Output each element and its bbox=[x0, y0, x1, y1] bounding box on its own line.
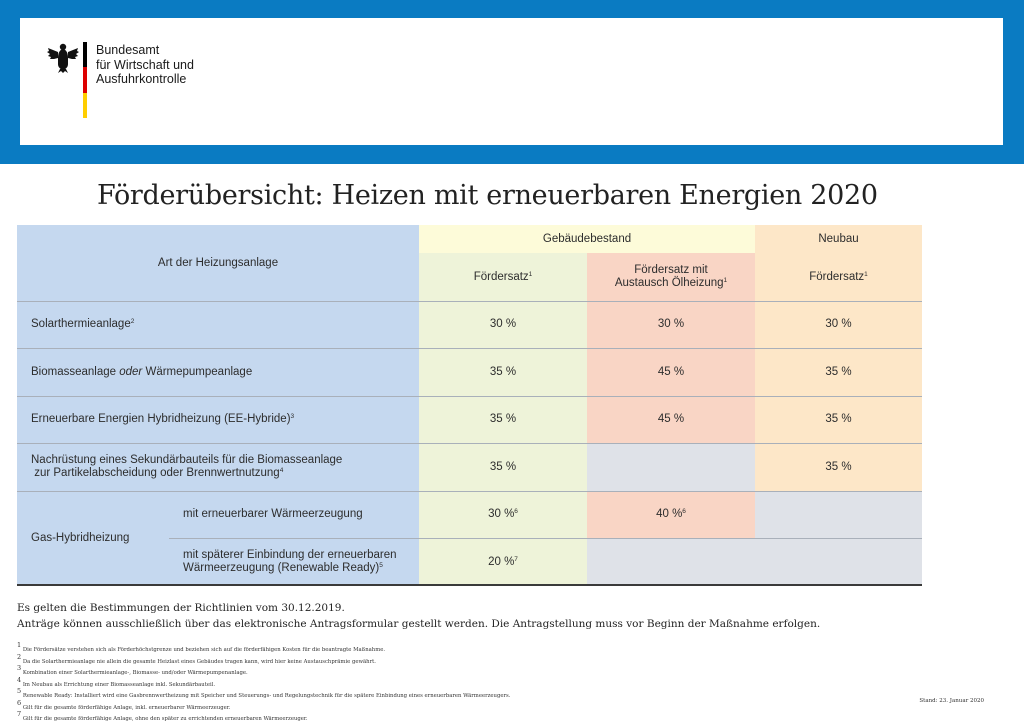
note-line: Es gelten die Bestimmungen der Richtlini… bbox=[17, 602, 345, 614]
footnote: 4 Im Neubau als Errichtung einer Biomass… bbox=[17, 675, 216, 688]
group-header-bestand: Gebäudebestand bbox=[419, 225, 755, 253]
footnote: 2 Da die Solarthermieanlage nie allein d… bbox=[17, 652, 376, 665]
rate-bestand: 35 % bbox=[419, 396, 587, 443]
empty-cell bbox=[587, 443, 755, 491]
flag-black bbox=[83, 42, 87, 68]
row-label-solarthermie: Solarthermieanlage2 bbox=[17, 301, 419, 348]
rate-neubau: 35 % bbox=[755, 443, 922, 491]
rate-austausch: 30 % bbox=[587, 301, 755, 348]
note-line: Anträge können ausschließlich über das e… bbox=[17, 618, 821, 630]
rate-neubau: 35 % bbox=[755, 396, 922, 443]
agency-logo-text: Bundesamt für Wirtschaft und Ausfuhrkont… bbox=[96, 43, 194, 87]
rate-bestand: 20 %7 bbox=[419, 538, 587, 586]
flag-gold bbox=[83, 92, 87, 118]
footnote: 1 Die Fördersätze verstehen sich als För… bbox=[17, 641, 386, 653]
gas-sub-label-renewable-ready: mit späterer Einbindung der erneuerbaren… bbox=[169, 538, 419, 586]
row-label-sekundaerbauteil: Nachrüstung eines Sekundärbauteils für d… bbox=[17, 443, 419, 491]
empty-cell bbox=[755, 491, 922, 538]
page-title: Förderübersicht: Heizen mit erneuerbaren… bbox=[97, 180, 878, 211]
footnotes: 1 Die Fördersätze verstehen sich als För… bbox=[17, 641, 511, 726]
row-divider bbox=[17, 348, 922, 349]
row-label-ee-hybride: Erneuerbare Energien Hybridheizung (EE-H… bbox=[17, 396, 419, 443]
funding-table: Art der Heizungsanlage Gebäudebestand Ne… bbox=[17, 225, 922, 586]
header-banner bbox=[20, 18, 1003, 145]
stand-date: Stand: 23. Januar 2020 bbox=[919, 698, 984, 704]
rate-austausch: 45 % bbox=[587, 348, 755, 396]
row-divider bbox=[17, 396, 922, 397]
table-bottom-rule bbox=[17, 584, 922, 586]
row-divider bbox=[169, 538, 922, 539]
row-label-gas-hybrid: Gas-Hybridheizung bbox=[17, 491, 169, 586]
notes: Es gelten die Bestimmungen der Richtlini… bbox=[17, 600, 820, 632]
footnote: 5 Renewable Ready: Installiert wird eine… bbox=[17, 687, 511, 699]
row-divider bbox=[17, 301, 922, 302]
logo-line: Ausfuhrkontrolle bbox=[96, 72, 187, 86]
row-label-biomasse-waermepumpe: Biomasseanlage oder Wärmepumpeanlage bbox=[17, 348, 419, 396]
rate-austausch: 40 %6 bbox=[587, 491, 755, 538]
federal-eagle-icon bbox=[47, 43, 79, 73]
subheader-neubau: Fördersatz1 bbox=[755, 253, 922, 301]
subheader-austausch: Fördersatz mit Austausch Ölheizung1 bbox=[587, 253, 755, 301]
flag-red bbox=[83, 67, 87, 93]
german-flag-stripe bbox=[83, 42, 87, 118]
subheader-foerdersatz: Fördersatz1 bbox=[419, 253, 587, 301]
gas-sub-label-erneuerbar: mit erneuerbarer Wärmeerzeugung bbox=[169, 491, 419, 538]
rate-neubau: 30 % bbox=[755, 301, 922, 348]
group-header-neubau: Neubau bbox=[755, 225, 922, 253]
footnote: 6 Gilt für die gesamte förderfähige Anla… bbox=[17, 698, 231, 711]
row-divider bbox=[17, 491, 922, 492]
rate-austausch: 45 % bbox=[587, 396, 755, 443]
empty-cell bbox=[587, 538, 922, 586]
row-divider bbox=[17, 443, 922, 444]
logo-line: für Wirtschaft und bbox=[96, 57, 194, 72]
rate-bestand: 35 % bbox=[419, 348, 587, 396]
footnote: 7 Gilt für die gesamte förderfähige Anla… bbox=[17, 710, 308, 722]
rate-neubau: 35 % bbox=[755, 348, 922, 396]
rate-bestand: 35 % bbox=[419, 443, 587, 491]
column-heading: Art der Heizungsanlage bbox=[17, 225, 419, 301]
logo-line: Bundesamt bbox=[96, 43, 160, 57]
footnote: 3 Kombination einer Solarthermieanlage-,… bbox=[17, 664, 248, 676]
rate-bestand: 30 % bbox=[419, 301, 587, 348]
rate-bestand: 30 %6 bbox=[419, 491, 587, 538]
